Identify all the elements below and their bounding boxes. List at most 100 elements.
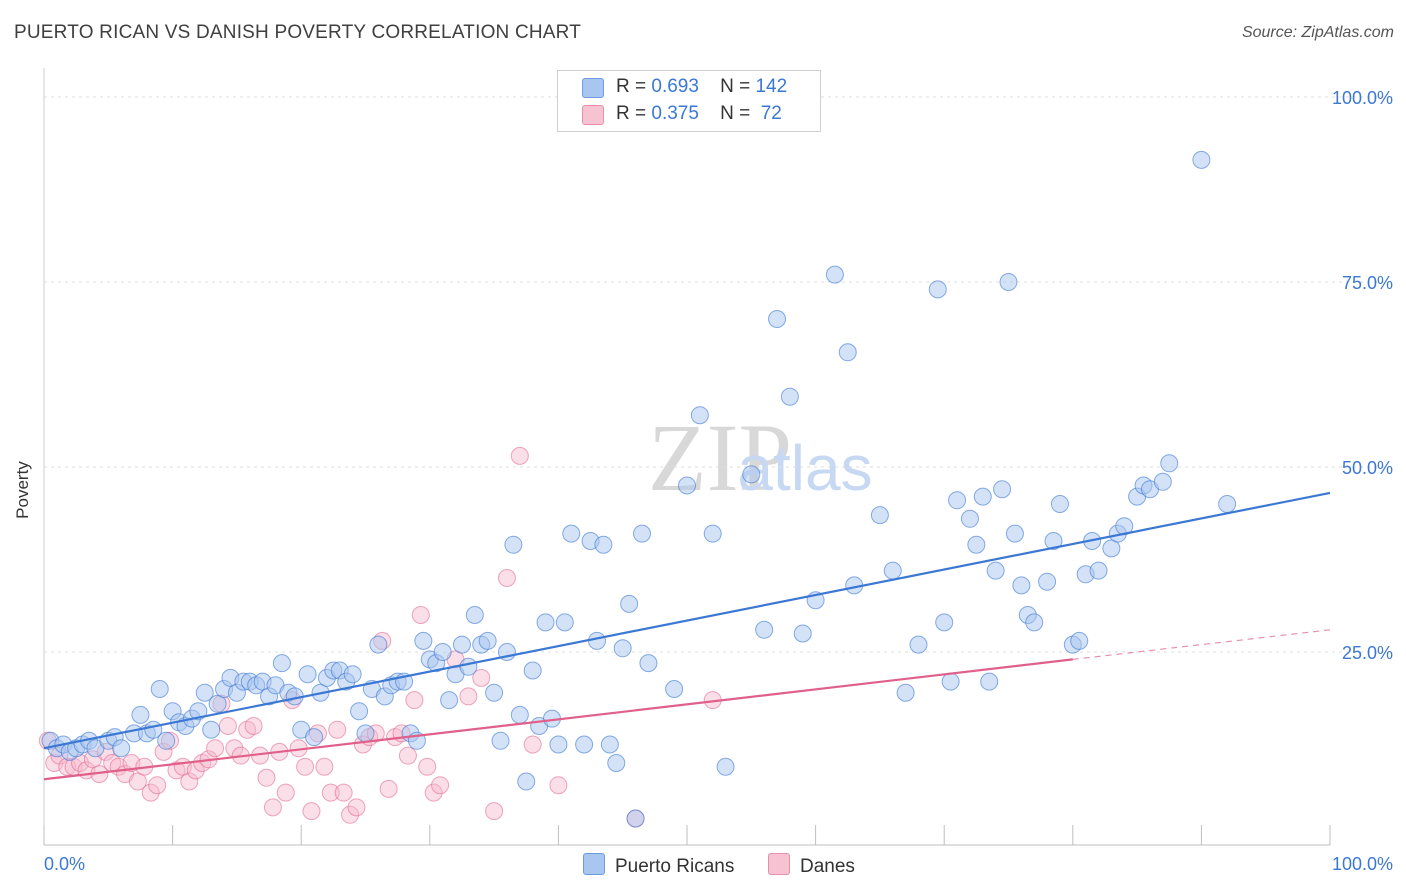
grid-lines (44, 96, 1390, 653)
danes-point (424, 783, 443, 802)
x-tick-label: 100.0% (1332, 854, 1393, 874)
puerto-ricans-point (433, 643, 452, 661)
puerto-ricans-point (793, 624, 812, 643)
puerto-ricans-point (948, 491, 967, 510)
puerto-ricans-point (960, 509, 979, 528)
axes (43, 68, 1331, 846)
puerto-ricans-point (607, 754, 626, 772)
puerto-ricans-point (350, 702, 369, 721)
puerto-ricans-point (613, 639, 632, 658)
puerto-ricans-point (112, 739, 131, 758)
puerto-ricans-point (549, 735, 568, 754)
legend-r-value: 0.693 (651, 76, 699, 97)
legend-n-value: 142 (755, 76, 788, 97)
danes-point (218, 717, 237, 735)
trend-line-puerto-ricans (43, 491, 1331, 750)
legend-r-label: R = (616, 103, 647, 124)
puerto-ricans-point (941, 672, 960, 691)
danes-point (296, 757, 315, 776)
puerto-ricans-point (1153, 472, 1172, 491)
puerto-ricans-point (896, 683, 915, 702)
puerto-ricans-point (272, 654, 291, 673)
danes-point (411, 606, 430, 624)
puerto-ricans-point (678, 476, 696, 495)
danes-point (523, 735, 542, 754)
danes-point (244, 717, 263, 735)
puerto-ricans-point (356, 724, 375, 743)
danes-point (431, 776, 450, 795)
puerto-ricans-point (1070, 631, 1089, 650)
danes-point (302, 802, 321, 821)
bottom-legend-swatch-pink (768, 853, 790, 875)
danes-point (549, 776, 568, 795)
puerto-ricans-point (986, 561, 1005, 580)
puerto-ricans-point (1160, 454, 1179, 473)
puerto-ricans-point (555, 613, 574, 632)
bottom-legend-puerto-ricans: Puerto Ricans (583, 853, 734, 878)
puerto-ricans-point (195, 683, 214, 702)
puerto-ricans-point (369, 635, 388, 654)
legend-r-value: 0.375 (651, 103, 699, 124)
puerto-ricans-point (517, 772, 536, 791)
puerto-ricans-point (131, 705, 150, 724)
danes-point (276, 783, 295, 802)
puerto-ricans-point (1089, 561, 1108, 580)
puerto-ricans-point (1218, 495, 1237, 513)
y-tick-label: 100.0% (1332, 88, 1393, 108)
puerto-ricans-point (510, 705, 529, 724)
danes-point (497, 569, 516, 587)
puerto-ricans-point (825, 265, 844, 284)
puerto-ricans-point (452, 635, 471, 654)
puerto-ricans-point (587, 631, 606, 650)
danes-point (321, 783, 340, 802)
watermark-zip: ZIP (648, 404, 792, 511)
danes-point (459, 687, 478, 706)
puerto-ricans-points (41, 150, 1237, 828)
puerto-ricans-point (980, 672, 999, 691)
y-tick-label: 50.0% (1342, 458, 1393, 478)
danes-point (148, 776, 167, 795)
puerto-ricans-point (189, 702, 208, 721)
danes-point (510, 446, 529, 465)
puerto-ricans-point (620, 594, 639, 613)
puerto-ricans-point (1012, 576, 1031, 595)
danes-point (418, 757, 437, 776)
danes-point (315, 757, 334, 776)
puerto-ricans-point (755, 620, 774, 639)
puerto-ricans-point (536, 613, 555, 632)
danes-point (128, 772, 147, 791)
puerto-ricans-point (883, 561, 902, 580)
puerto-ricans-point (600, 735, 619, 754)
puerto-ricans-point (632, 524, 651, 543)
puerto-ricans-point (909, 635, 928, 654)
puerto-ricans-point (665, 680, 684, 698)
puerto-ricans-point (523, 661, 542, 680)
trend-line-danes-extension (1072, 629, 1331, 660)
puerto-ricans-point (1005, 524, 1024, 543)
puerto-ricans-point (768, 310, 787, 328)
puerto-ricans-point (716, 757, 735, 776)
puerto-ricans-point (491, 731, 510, 750)
trend-lines (43, 491, 1331, 781)
tick-labels: 25.0% 50.0% 75.0% 100.0% 0.0% 100.0% (44, 88, 1393, 874)
legend-n-label: N = (720, 103, 751, 124)
trend-line-danes (43, 658, 1073, 781)
danes-point (472, 668, 491, 687)
puerto-ricans-point (1192, 150, 1211, 169)
puerto-ricans-point (973, 487, 992, 506)
legend-swatch-blue (582, 78, 604, 98)
puerto-ricans-point (703, 524, 722, 543)
puerto-ricans-point (935, 613, 954, 632)
danes-point (341, 805, 360, 824)
puerto-ricans-point (870, 506, 889, 525)
danes-point (485, 802, 504, 821)
puerto-ricans-point (414, 631, 433, 650)
puerto-ricans-point (562, 524, 581, 543)
danes-point (141, 783, 160, 802)
source-label: Source: ZipAtlas.com (1241, 24, 1394, 41)
puerto-ricans-point (150, 680, 169, 698)
danes-point (398, 746, 417, 765)
puerto-ricans-point (459, 657, 478, 676)
puerto-ricans-point (478, 631, 497, 650)
